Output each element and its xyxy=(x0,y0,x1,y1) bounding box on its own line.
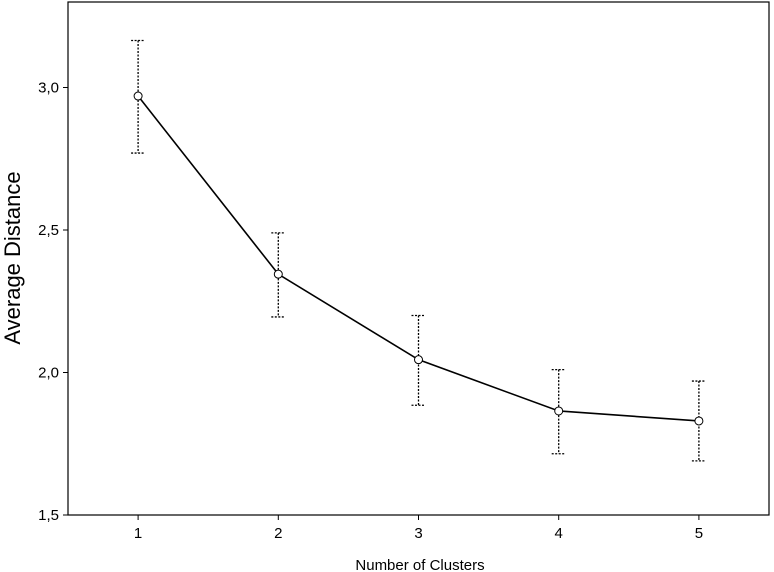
data-point xyxy=(133,91,143,101)
x-tick-label: 1 xyxy=(134,525,142,542)
data-points xyxy=(133,91,704,426)
data-point xyxy=(554,406,564,416)
y-tick-label: 1,5 xyxy=(38,507,59,524)
x-tick-label: 3 xyxy=(414,525,422,542)
x-axis-title: Number of Clusters xyxy=(355,557,484,572)
y-axis-title: Average Distance xyxy=(0,171,25,344)
x-tick-label: 2 xyxy=(274,525,282,542)
data-point xyxy=(414,355,423,365)
plot-frame xyxy=(67,1,770,516)
y-tick-label: 3,0 xyxy=(38,80,59,97)
data-point xyxy=(273,269,283,279)
y-axis: 1,5 2,0 2,5 3,0 xyxy=(38,80,68,524)
x-axis: 1 2 3 4 5 xyxy=(134,515,703,542)
y-tick-label: 2,0 xyxy=(38,365,59,382)
data-point xyxy=(694,416,704,426)
y-tick-label: 2,5 xyxy=(38,222,59,239)
error-bars xyxy=(131,39,706,462)
x-tick-label: 4 xyxy=(555,525,563,542)
x-tick-label: 5 xyxy=(695,525,703,542)
